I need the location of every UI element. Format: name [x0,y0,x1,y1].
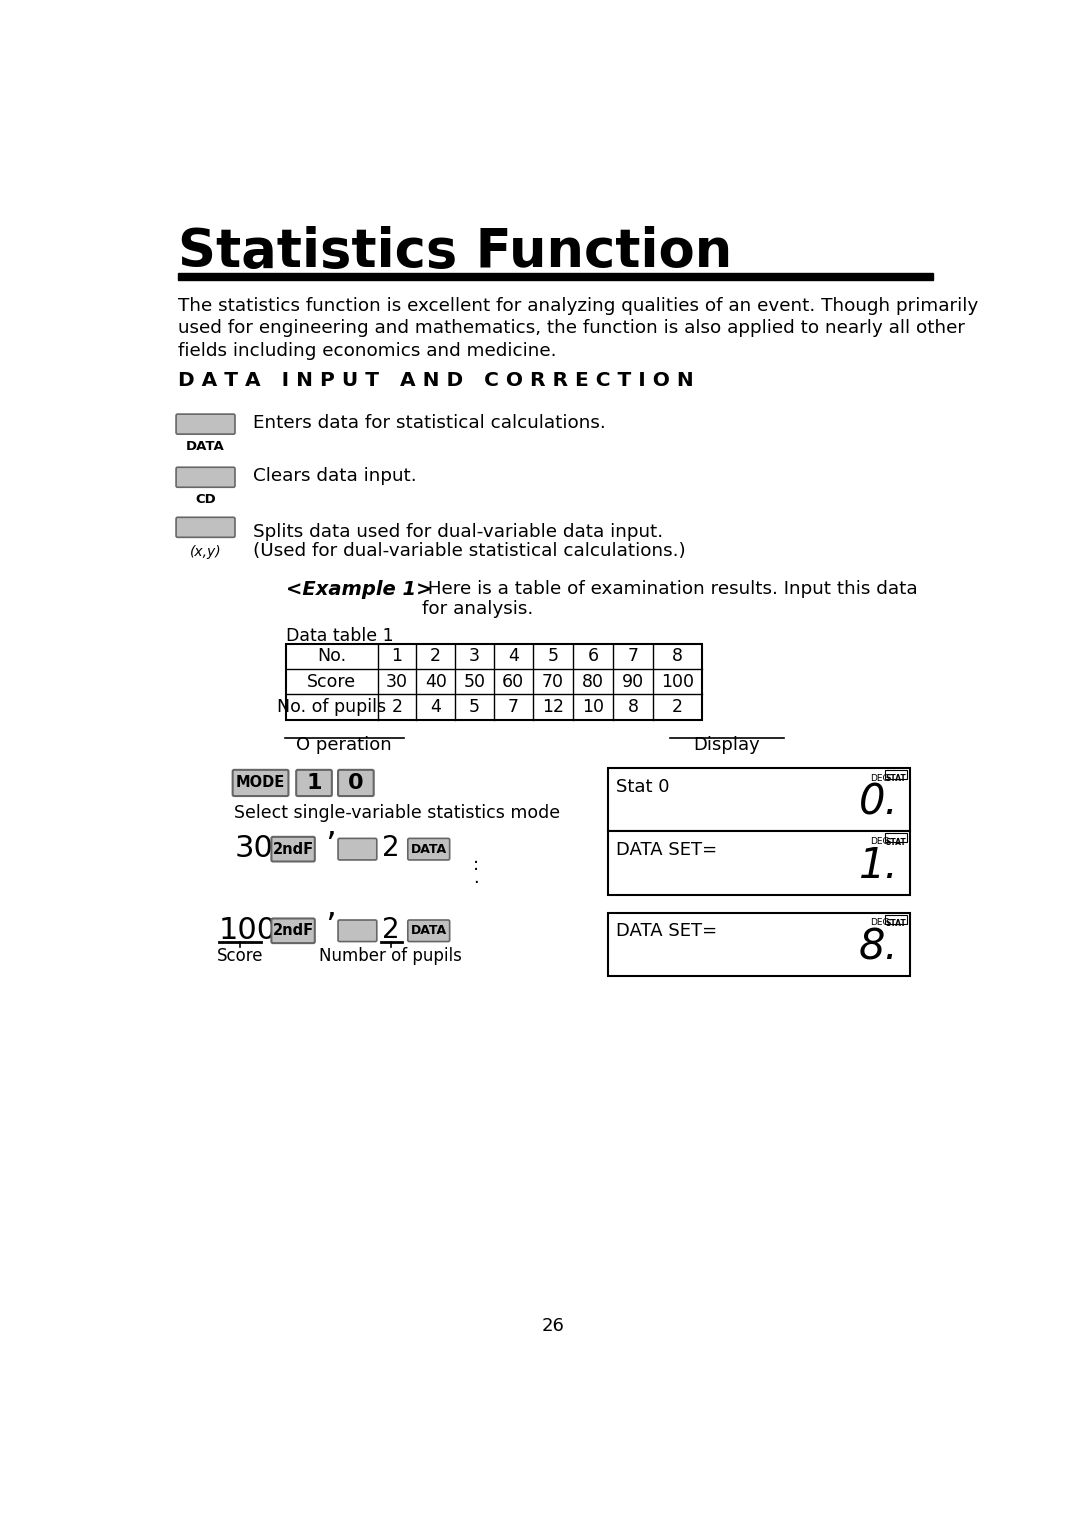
Text: STAT: STAT [886,775,906,783]
Bar [886,914,907,923]
Text: .: . [473,868,478,887]
Text: 3: 3 [469,647,480,665]
Text: DATA: DATA [186,441,225,453]
Bar [886,833,907,842]
Text: DEG: DEG [869,919,889,928]
Text: STAT: STAT [886,919,906,928]
Text: 90: 90 [622,673,645,691]
Bar [608,832,910,894]
Text: 100: 100 [218,916,276,945]
Text: No. of pupils: No. of pupils [278,697,387,716]
Text: 60: 60 [502,673,524,691]
FancyBboxPatch shape [338,769,374,797]
Text: for analysis.: for analysis. [422,600,534,618]
Text: CD: CD [195,493,216,507]
Text: D A T A   I N P U T   A N D   C O R R E C T I O N: D A T A I N P U T A N D C O R R E C T I … [177,371,693,391]
FancyBboxPatch shape [296,769,332,797]
Text: 10: 10 [582,697,604,716]
Text: 70: 70 [542,673,564,691]
Text: 7: 7 [627,647,639,665]
FancyBboxPatch shape [408,838,449,861]
FancyBboxPatch shape [338,920,377,942]
Text: 2: 2 [672,697,683,716]
Text: 2: 2 [382,916,400,945]
Text: Statistics Function: Statistics Function [177,226,732,278]
FancyBboxPatch shape [176,414,235,433]
Text: 7: 7 [508,697,518,716]
Text: Display: Display [693,736,759,754]
Text: 2: 2 [382,835,400,862]
Text: (Used for dual-variable statistical calculations.): (Used for dual-variable statistical calc… [253,542,686,560]
Text: Score: Score [216,948,262,964]
Text: 80: 80 [582,673,604,691]
Text: 2ndF: 2ndF [272,842,313,856]
Text: 1.: 1. [859,845,899,887]
Text: DEG: DEG [869,774,889,783]
Text: 12: 12 [542,697,564,716]
Bar [886,769,907,780]
Text: Score: Score [308,673,356,691]
Text: 1: 1 [391,647,403,665]
Text: 4: 4 [430,697,441,716]
Text: Stat 0: Stat 0 [616,778,669,795]
FancyBboxPatch shape [232,769,288,797]
Text: Select single-variable statistics mode: Select single-variable statistics mode [234,804,561,821]
Text: 5: 5 [548,647,558,665]
Text: Number of pupils: Number of pupils [320,948,462,964]
Text: 0.: 0. [859,781,899,824]
Text: 50: 50 [463,673,485,691]
Text: Here is a table of examination results. Input this data: Here is a table of examination results. … [422,580,917,598]
Text: fields including economics and medicine.: fields including economics and medicine. [177,342,556,360]
Text: 30: 30 [234,833,273,862]
Text: Enters data for statistical calculations.: Enters data for statistical calculations… [253,415,606,432]
Bar [608,913,910,977]
Text: MODE: MODE [235,775,285,790]
Text: 8: 8 [627,697,639,716]
Text: 100: 100 [661,673,694,691]
FancyBboxPatch shape [408,920,449,942]
Text: Clears data input.: Clears data input. [253,467,417,485]
Text: DATA SET=: DATA SET= [616,922,717,940]
Text: 2: 2 [391,697,403,716]
Text: DATA: DATA [410,925,447,937]
Text: 8: 8 [672,647,683,665]
FancyBboxPatch shape [271,836,314,862]
Text: ’: ’ [325,911,336,945]
Text: :: : [473,856,480,874]
Text: DEG: DEG [869,836,889,845]
Text: 2ndF: 2ndF [272,923,313,938]
Text: 26: 26 [542,1317,565,1335]
Text: DATA: DATA [410,842,447,856]
Text: STAT: STAT [886,838,906,847]
Bar [177,273,933,281]
Text: 30: 30 [386,673,408,691]
FancyBboxPatch shape [176,517,235,537]
FancyBboxPatch shape [338,838,377,861]
Text: Splits data used for dual-variable data input.: Splits data used for dual-variable data … [253,523,663,542]
Text: 4: 4 [508,647,518,665]
Text: (x,y): (x,y) [190,545,221,559]
Bar [608,768,910,832]
Text: ’: ’ [325,830,336,862]
Text: 8.: 8. [859,926,899,969]
Text: 1: 1 [307,774,322,794]
Text: used for engineering and mathematics, the function is also applied to nearly all: used for engineering and mathematics, th… [177,319,964,337]
Text: 6: 6 [588,647,598,665]
Text: 40: 40 [424,673,447,691]
Text: 2: 2 [430,647,442,665]
Text: 5: 5 [469,697,480,716]
Bar [286,644,702,720]
Text: No.: No. [318,647,347,665]
Text: DATA SET=: DATA SET= [616,841,717,859]
Text: 0: 0 [348,774,364,794]
FancyBboxPatch shape [176,467,235,487]
Text: Data table 1: Data table 1 [286,627,394,644]
FancyBboxPatch shape [271,919,314,943]
Text: <Example 1>: <Example 1> [286,580,433,600]
Text: O peration: O peration [296,736,392,754]
Text: The statistics function is excellent for analyzing qualities of an event. Though: The statistics function is excellent for… [177,298,977,314]
